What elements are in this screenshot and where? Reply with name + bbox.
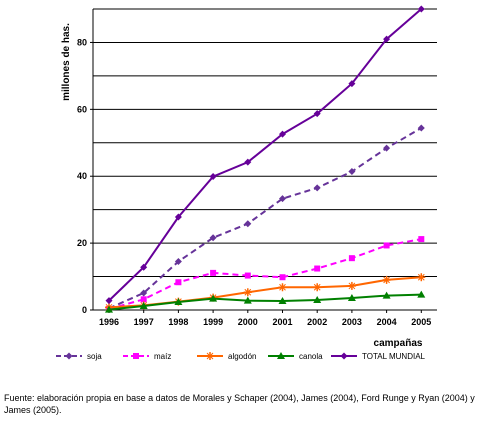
data-point [279, 195, 286, 203]
data-point [417, 273, 426, 282]
series-maíz [106, 236, 425, 312]
x-tick-label: 2004 [377, 317, 397, 327]
data-point [243, 296, 252, 304]
legend-item: soja [56, 352, 102, 361]
data-point [417, 124, 425, 132]
data-point [313, 110, 321, 118]
x-tick-label: 2000 [238, 317, 258, 327]
legend-label: maíz [154, 352, 171, 361]
data-point [140, 296, 147, 303]
data-point [244, 272, 251, 279]
x-tick-label: 1997 [134, 317, 154, 327]
series-line [108, 8, 422, 302]
legend-item: canola [268, 352, 323, 361]
x-tick-label: 2002 [307, 317, 327, 327]
series-total-mundial [105, 5, 425, 305]
data-point [140, 289, 148, 297]
data-point [175, 279, 182, 286]
data-point [313, 184, 321, 192]
data-point [174, 258, 182, 266]
data-point [383, 144, 391, 152]
data-point [382, 291, 391, 299]
x-tick-labels: 1996 1997 1998 1999 2000 2001 2002 2003 2004 2005 [99, 310, 431, 327]
legend-marker [340, 352, 348, 360]
data-point [210, 269, 217, 276]
legend-item: maíz [123, 352, 171, 361]
y-tick-label: 40 [77, 171, 87, 181]
series-group [105, 5, 426, 313]
y-tick-labels: 0 20 40 60 80 [77, 37, 93, 315]
x-tick-label: 2005 [411, 317, 431, 327]
data-point [174, 297, 183, 305]
source-note: Fuente: elaboración propia en base a dat… [4, 393, 475, 415]
data-point [417, 5, 425, 13]
x-tick-label: 2003 [342, 317, 362, 327]
y-tick-label: 80 [77, 37, 87, 47]
y-tick-label: 60 [77, 104, 87, 114]
x-axis-title: campañas [374, 338, 423, 349]
y-tick-label: 0 [82, 305, 87, 315]
legend-marker [277, 352, 285, 359]
data-point [209, 294, 218, 302]
data-point [105, 305, 113, 313]
data-point [209, 234, 217, 242]
series-line [108, 238, 422, 310]
data-point [348, 80, 356, 88]
data-point [314, 265, 321, 272]
series-line [108, 293, 422, 311]
x-tick-label: 2001 [272, 317, 292, 327]
data-point [244, 220, 252, 228]
grid-lines [93, 8, 437, 278]
series-soja [105, 124, 425, 312]
data-point [140, 263, 148, 271]
data-point [348, 255, 355, 262]
y-tick-label: 20 [77, 238, 87, 248]
data-point [209, 173, 217, 181]
data-point [382, 275, 391, 284]
data-point [313, 295, 322, 303]
legend: soja maíz algodón canola TOTAL MUNDIAL [56, 352, 426, 361]
axes [92, 9, 437, 311]
data-point [383, 35, 391, 43]
legend-marker [133, 353, 139, 359]
series-canola [105, 290, 426, 313]
data-point [348, 168, 356, 176]
data-point [105, 297, 113, 305]
data-point [347, 281, 356, 290]
legend-label: TOTAL MUNDIAL [362, 352, 426, 361]
data-point [244, 158, 252, 166]
x-tick-label: 1996 [99, 317, 119, 327]
legend-item: algodón [197, 352, 256, 361]
x-tick-label: 1999 [203, 317, 223, 327]
y-axis-title: millones de has. [61, 23, 72, 101]
data-point [418, 236, 425, 243]
data-point [174, 213, 182, 221]
data-point [417, 290, 426, 298]
series-line [108, 127, 422, 310]
x-tick-label: 1998 [168, 317, 188, 327]
data-point [139, 301, 148, 309]
data-point [279, 274, 286, 281]
data-point [278, 296, 287, 304]
data-point [278, 283, 287, 292]
legend-label: soja [87, 352, 102, 361]
data-point [243, 288, 252, 297]
data-point [383, 242, 390, 249]
legend-marker [65, 352, 73, 360]
legend-label: canola [299, 352, 323, 361]
legend-label: algodón [228, 352, 256, 361]
data-point [313, 283, 322, 292]
data-point [347, 293, 356, 301]
data-point [279, 130, 286, 138]
legend-item: TOTAL MUNDIAL [331, 352, 426, 361]
legend-marker [206, 352, 214, 360]
